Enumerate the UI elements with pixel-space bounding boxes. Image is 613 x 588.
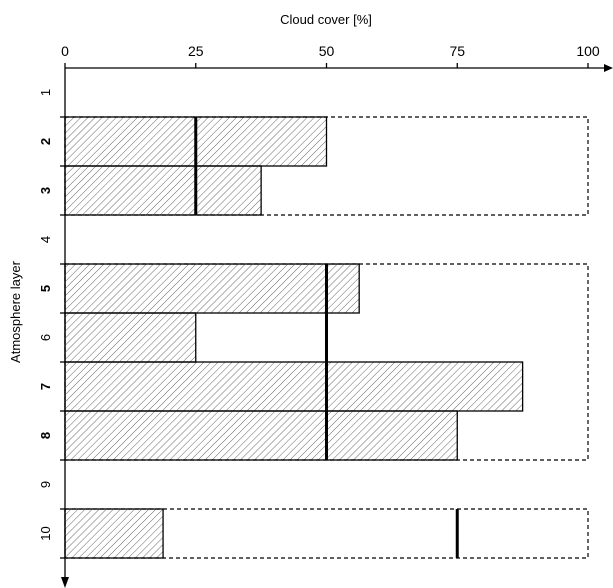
y-axis-arrowhead <box>61 577 69 588</box>
x-tick-label-0: 0 <box>61 43 69 59</box>
y-tick-label-1: 1 <box>38 89 53 96</box>
group-reference-frame-3 <box>64 508 589 559</box>
bar-layer-3 <box>64 165 262 216</box>
y-tick-label-5: 5 <box>38 285 53 292</box>
y-tick-label-3: 3 <box>38 187 53 194</box>
y-tick-label-2: 2 <box>38 138 53 145</box>
y-tick-label-6: 6 <box>38 334 53 341</box>
x-tick-label-75: 75 <box>449 43 465 59</box>
bar-layer-7 <box>64 361 524 412</box>
y-tick-label-4: 4 <box>38 236 53 243</box>
bar-layer-8 <box>64 410 458 461</box>
x-tick-label-50: 50 <box>319 43 335 59</box>
y-tick-label-8: 8 <box>38 432 53 439</box>
y-tick-label-7: 7 <box>38 383 53 390</box>
y-tick-label-9: 9 <box>38 481 53 488</box>
x-axis-title: Cloud cover [%] <box>280 12 372 27</box>
bar-layer-5 <box>64 263 360 314</box>
x-axis-arrowhead <box>604 64 613 72</box>
x-tick-label-25: 25 <box>188 43 204 59</box>
bar-layer-10 <box>64 508 164 559</box>
x-tick-label-100: 100 <box>576 43 600 59</box>
y-axis-title: Atmosphere layer <box>8 260 23 363</box>
y-tick-label-10: 10 <box>38 526 53 540</box>
bar-layer-6 <box>64 312 197 363</box>
